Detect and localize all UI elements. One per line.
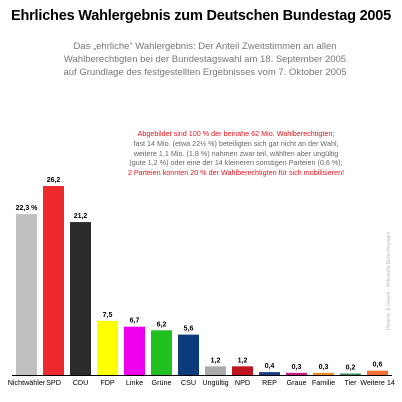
bar-11	[313, 372, 334, 375]
bar-12	[340, 373, 361, 375]
bar-13	[367, 370, 388, 375]
category-label-5: Grüne	[152, 378, 172, 387]
bar-10	[286, 372, 307, 375]
bar-6	[178, 334, 199, 375]
category-label-12: Tier	[344, 378, 357, 387]
annotation-line-3: weitere 1,1 Mio. (1,8 %) nahmen zwar tei…	[133, 148, 339, 158]
annotation-line-5: 2 Parteien konnten 20 % der Wahlberechti…	[127, 168, 345, 178]
bar-7	[205, 366, 226, 375]
category-label-2: CDU	[73, 378, 89, 387]
category-label-9: REP	[262, 378, 277, 387]
bar-2	[70, 222, 91, 375]
value-label-7: 1,2	[211, 357, 221, 364]
bar-3	[97, 320, 118, 375]
category-label-0: Nichtwähler	[8, 378, 46, 387]
value-label-12: 0,2	[346, 365, 356, 372]
bar-4	[124, 326, 145, 375]
bar-5	[151, 330, 172, 375]
value-label-5: 6,2	[157, 321, 167, 328]
chart-title: Ehrliches Wahlergebnis zum Deutschen Bun…	[10, 8, 392, 24]
category-label-7: Ungültig	[202, 378, 228, 387]
value-label-2: 21,2	[74, 213, 88, 220]
annotation-line-1: Abgebildet sind 100 % der beinahe 62 Mio…	[137, 129, 335, 138]
chart-annotation: Abgebildet sind 100 % der beinahe 62 Mio…	[102, 129, 370, 178]
annotation-line-2: fast 14 Mio. (etwa 22½ %) beteiligten si…	[133, 138, 339, 148]
category-label-11: Familie	[312, 378, 335, 387]
bar-8	[232, 366, 253, 375]
value-label-3: 7,5	[103, 312, 113, 319]
category-label-1: SPD	[46, 378, 61, 387]
bar-0	[16, 214, 37, 375]
category-label-3: FDP	[100, 378, 115, 387]
category-label-6: CSU	[181, 378, 196, 387]
value-label-8: 1,2	[238, 357, 248, 364]
category-label-13: Weitere 14	[360, 378, 395, 387]
subtitle-line-1: Das „ehrliche“ Wahlergebnis: Der Anteil …	[73, 41, 337, 52]
value-label-1: 26,2	[47, 177, 61, 184]
bar-9	[259, 372, 280, 375]
category-label-10: Graue	[287, 378, 307, 387]
subtitle-line-3: auf Grundlage des festgestellten Ergebni…	[63, 67, 347, 78]
value-label-0: 22,3 %	[16, 205, 39, 212]
category-label-8: NPD	[235, 378, 250, 387]
value-label-6: 5,6	[184, 326, 194, 333]
value-label-11: 0,3	[319, 364, 329, 371]
subtitle-line-2: Wahlberechtigten bei der Bundestagswahl …	[63, 54, 347, 65]
value-label-13: 0,6	[373, 362, 383, 369]
annotation-line-4: (gute 1,2 %) oder eine der 14 kleineren …	[129, 158, 343, 168]
bar-1	[43, 186, 64, 375]
value-label-9: 0,4	[265, 363, 275, 370]
category-label-4: Linke	[126, 378, 143, 387]
chart-subtitle: Das „ehrliche“ Wahlergebnis: Der Anteil …	[40, 40, 370, 79]
value-label-4: 6,7	[130, 318, 140, 325]
value-label-10: 0,3	[292, 364, 302, 371]
